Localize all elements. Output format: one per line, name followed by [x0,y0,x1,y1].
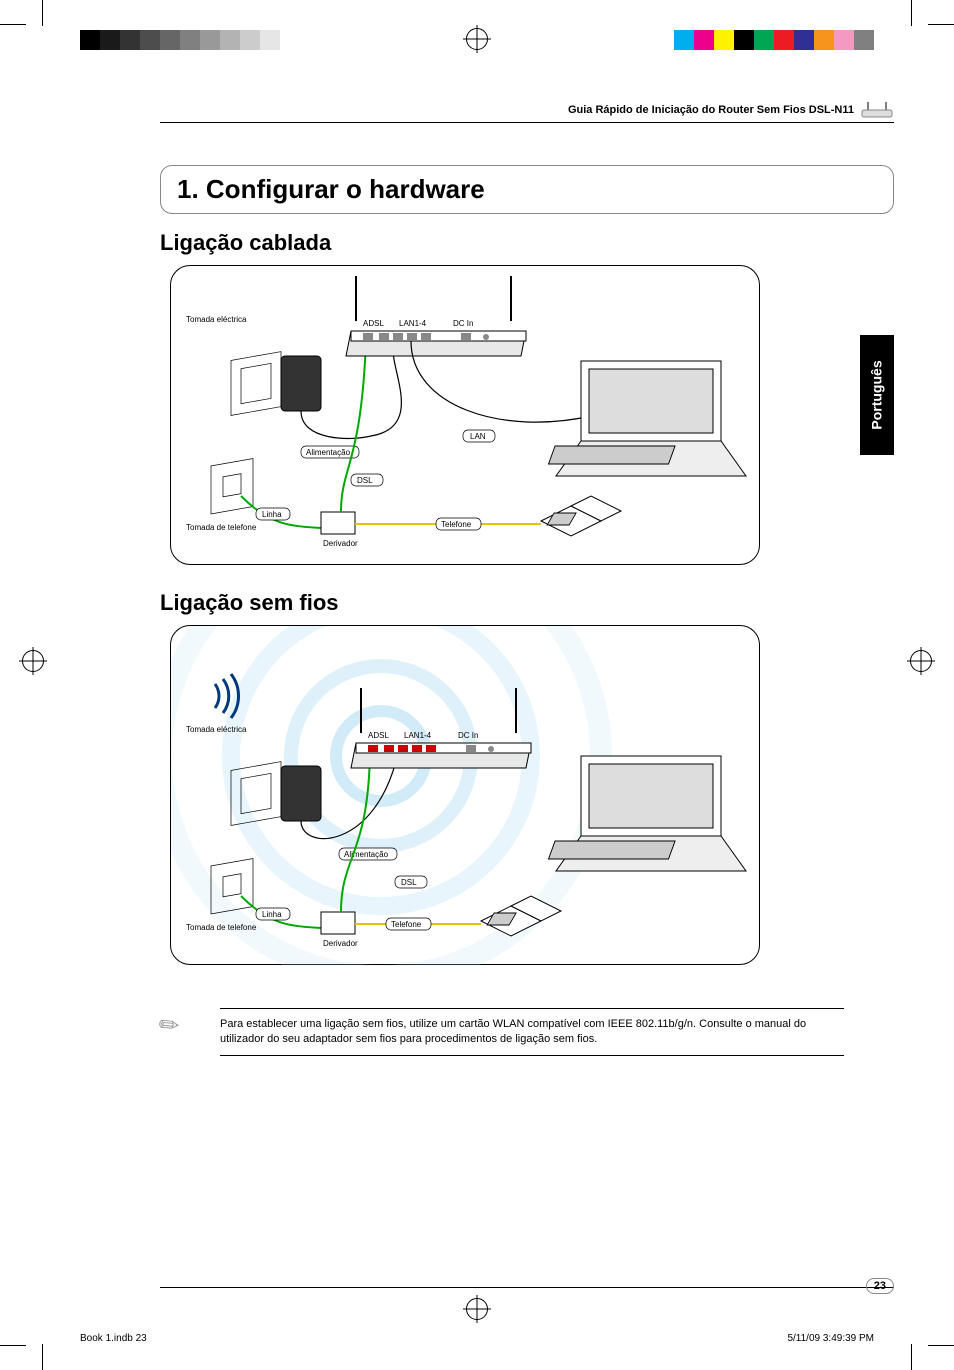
label-lan14: LAN1-4 [404,731,432,740]
language-tab: Português [860,335,894,455]
label-dcin: DC In [453,319,473,328]
label-adsl: ADSL [368,731,389,740]
section-heading-text: 1. Configurar o hardware [177,174,877,205]
footer: 23 [160,1287,894,1294]
note-block: ✎ Para establecer uma ligação sem fios, … [220,1000,844,1056]
label-power: Alimentação [344,850,389,859]
label-line: Linha [262,910,282,919]
header-rule [160,122,894,123]
pencil-icon: ✎ [152,1007,188,1045]
label-line: Linha [262,510,282,519]
imprint-left: Book 1.indb 23 [80,1333,147,1344]
label-phone: Telefone [391,920,422,929]
label-phone-outlet: Tomada de telefone [186,923,257,932]
section-heading: 1. Configurar o hardware [160,165,894,214]
label-lan14: LAN1-4 [399,319,427,328]
page-header-title: Guia Rápido de Iniciação do Router Sem F… [568,104,854,116]
language-tab-label: Português [869,360,885,429]
label-dcin: DC In [458,731,478,740]
subheading-wired: Ligação cablada [160,230,331,256]
label-power: Alimentação [306,448,351,457]
note-text: Para establecer uma ligação sem fios, ut… [220,1017,844,1047]
registration-mark-icon [910,650,932,672]
label-phone: Telefone [441,520,472,529]
label-splitter: Derivador [323,939,358,948]
label-adsl: ADSL [363,319,384,328]
diagram-wired: Tomada eléctrica Alimentação Tomada de t… [170,265,760,565]
diagram-wireless: Tomada eléctrica Alimentação Tomada de t… [170,625,760,965]
imprint-right: 5/11/09 3:49:39 PM [787,1333,874,1344]
label-power-outlet: Tomada eléctrica [186,315,247,324]
registration-mark-icon [466,28,488,50]
label-lan: LAN [470,432,486,441]
registration-mark-icon [22,650,44,672]
label-dsl: DSL [357,476,373,485]
print-color-bar-left [80,30,280,50]
label-phone-outlet: Tomada de telefone [186,523,257,532]
print-color-bar-right [674,30,874,50]
subheading-wireless: Ligação sem fios [160,590,339,616]
label-power-outlet: Tomada eléctrica [186,725,247,734]
router-icon [860,100,894,118]
label-dsl: DSL [401,878,417,887]
label-splitter: Derivador [323,539,358,548]
page-number: 23 [866,1278,894,1294]
